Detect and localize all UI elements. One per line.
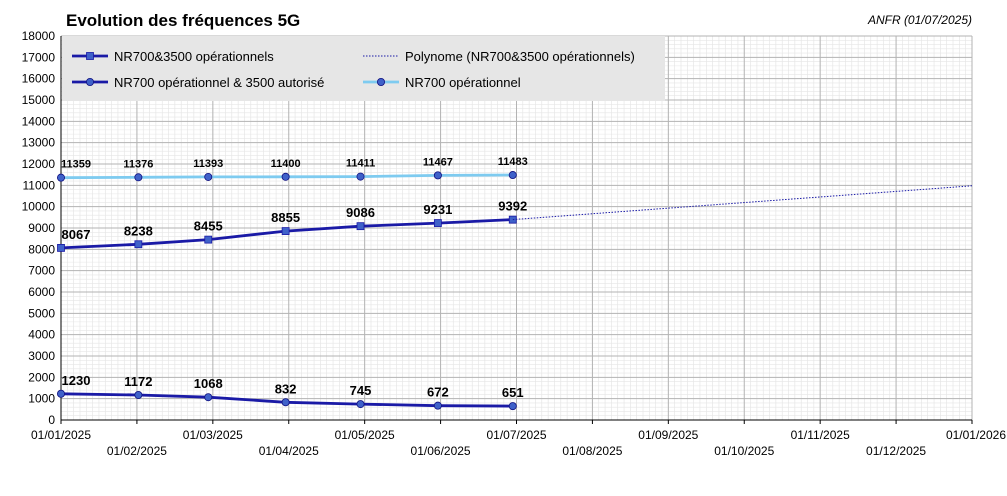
legend-label: Polynome (NR700&3500 opérationnels)	[405, 49, 635, 64]
x-tick-label: 01/04/2025	[259, 444, 319, 458]
y-tick-label: 12000	[22, 157, 56, 171]
data-point	[508, 402, 517, 411]
data-label: 1230	[62, 373, 91, 388]
y-tick-label: 3000	[28, 349, 55, 363]
data-point	[134, 390, 143, 399]
series-layer: 8067 8238 8455 8855 9086 9231 9392 1230 1172 1068…	[57, 156, 973, 411]
x-tick-label: 01/01/2025	[31, 428, 91, 442]
x-axis-ticks: 01/01/2025 01/02/2025 01/03/2025 01/04/2025…	[31, 420, 1006, 458]
y-tick-label: 7000	[28, 264, 55, 278]
y-tick-label: 16000	[22, 72, 56, 86]
data-label: 672	[427, 385, 449, 400]
legend-label: NR700&3500 opérationnels	[114, 49, 274, 64]
y-tick-label: 2000	[28, 370, 55, 384]
data-label: 11393	[193, 158, 223, 170]
y-tick-label: 0	[48, 413, 55, 427]
data-point	[134, 173, 143, 182]
data-label: 11467	[423, 156, 453, 168]
y-tick-label: 5000	[28, 306, 55, 320]
data-label: 9392	[498, 199, 527, 214]
legend-box	[62, 36, 665, 101]
legend-marker	[86, 78, 95, 87]
data-label: 11411	[346, 158, 375, 170]
data-label: 651	[502, 385, 524, 400]
data-point	[281, 398, 290, 407]
data-label: 8067	[62, 227, 91, 242]
legend: NR700&3500 opérationnels Polynome (NR700&…	[62, 36, 665, 101]
x-tick-label: 01/02/2025	[107, 444, 167, 458]
data-point	[134, 240, 143, 249]
series-trendline	[512, 185, 973, 221]
data-label: 9231	[423, 202, 452, 217]
legend-marker	[376, 78, 385, 87]
data-label: 832	[275, 381, 297, 396]
data-point	[57, 389, 66, 398]
chart-title: Evolution des fréquences 5G	[66, 11, 300, 30]
y-tick-label: 8000	[28, 242, 55, 256]
y-tick-label: 9000	[28, 221, 55, 235]
x-tick-label: 01/11/2025	[791, 428, 850, 442]
data-point	[508, 171, 517, 180]
data-point	[204, 393, 213, 402]
x-tick-label: 01/06/2025	[411, 444, 471, 458]
data-point	[508, 215, 517, 224]
data-label: 9086	[346, 205, 375, 220]
y-tick-label: 17000	[22, 50, 56, 64]
legend-marker	[86, 52, 94, 60]
y-tick-label: 11000	[23, 178, 56, 192]
source-note: ANFR (01/07/2025)	[867, 13, 972, 27]
data-label: 1172	[124, 374, 152, 389]
y-tick-label: 10000	[22, 200, 56, 214]
legend-label: NR700 opérationnel & 3500 autorisé	[114, 75, 324, 90]
data-point	[281, 227, 290, 235]
x-tick-label: 01/03/2025	[183, 428, 243, 442]
data-point	[281, 172, 290, 181]
data-label: 11359	[61, 159, 91, 171]
data-point	[433, 401, 442, 410]
data-point	[433, 219, 442, 227]
y-tick-label: 18000	[22, 29, 56, 43]
data-point	[356, 400, 365, 409]
data-label: 1068	[194, 376, 223, 391]
y-tick-label: 14000	[22, 114, 56, 128]
x-tick-label: 01/10/2025	[714, 444, 774, 458]
data-label: 8455	[194, 219, 223, 234]
x-tick-label: 01/05/2025	[335, 428, 395, 442]
x-tick-label: 01/12/2025	[866, 444, 926, 458]
y-tick-label: 6000	[28, 285, 55, 299]
data-label: 8238	[124, 223, 153, 238]
data-label: 11376	[123, 158, 153, 170]
data-point	[204, 172, 213, 181]
data-label: 745	[350, 383, 372, 398]
data-label: 11483	[498, 156, 528, 168]
data-point	[57, 244, 65, 252]
y-tick-label: 4000	[28, 328, 55, 342]
x-tick-label: 01/08/2025	[562, 444, 622, 458]
data-point	[204, 235, 213, 244]
data-point	[356, 172, 365, 181]
x-tick-label: 01/07/2025	[486, 428, 546, 442]
data-point	[433, 171, 442, 180]
x-tick-label: 01/09/2025	[638, 428, 698, 442]
y-tick-label: 1000	[28, 392, 55, 406]
data-label: 8855	[271, 210, 300, 225]
data-label: 11400	[271, 158, 301, 170]
data-point	[356, 222, 365, 231]
data-point	[57, 173, 66, 182]
y-axis-ticks: 0 1000 2000 3000 4000 5000 6000 7000 8000 9000 100…	[22, 29, 56, 427]
y-tick-label: 13000	[22, 136, 56, 150]
legend-label: NR700 opérationnel	[405, 75, 521, 90]
x-tick-label: 01/01/2026	[946, 428, 1006, 442]
y-tick-label: 15000	[22, 93, 56, 107]
